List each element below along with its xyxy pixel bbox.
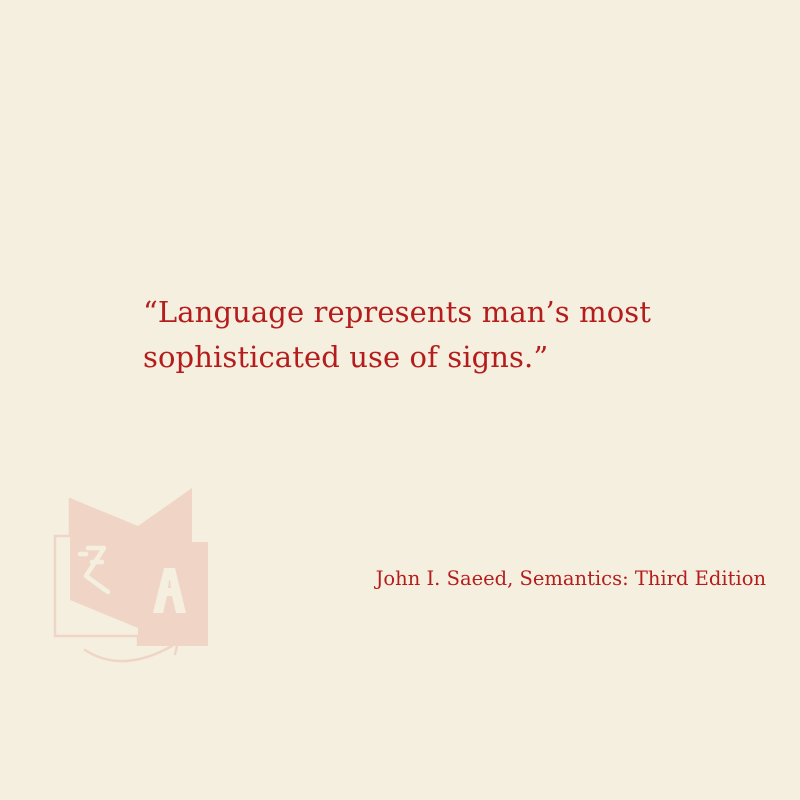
translate-icon-letter-a-counter bbox=[168, 580, 171, 588]
quote-attribution: John I. Saeed, Semantics: Third Edition bbox=[375, 567, 766, 590]
translate-icon-book-outline bbox=[53, 498, 140, 646]
translate-icon-letter-a bbox=[153, 568, 186, 613]
quote-text: “Language represents man’s most sophisti… bbox=[143, 290, 703, 380]
quote-line-1: “Language represents man’s most bbox=[143, 295, 651, 329]
quote-line-2: sophisticated use of signs.” bbox=[143, 340, 549, 374]
translate-icon-arrow bbox=[83, 644, 174, 663]
translate-icon bbox=[53, 488, 208, 663]
translate-icon-back-page bbox=[138, 488, 208, 646]
translate-icon-glyph bbox=[83, 545, 111, 595]
translate-icon-arrow-head bbox=[164, 640, 180, 656]
